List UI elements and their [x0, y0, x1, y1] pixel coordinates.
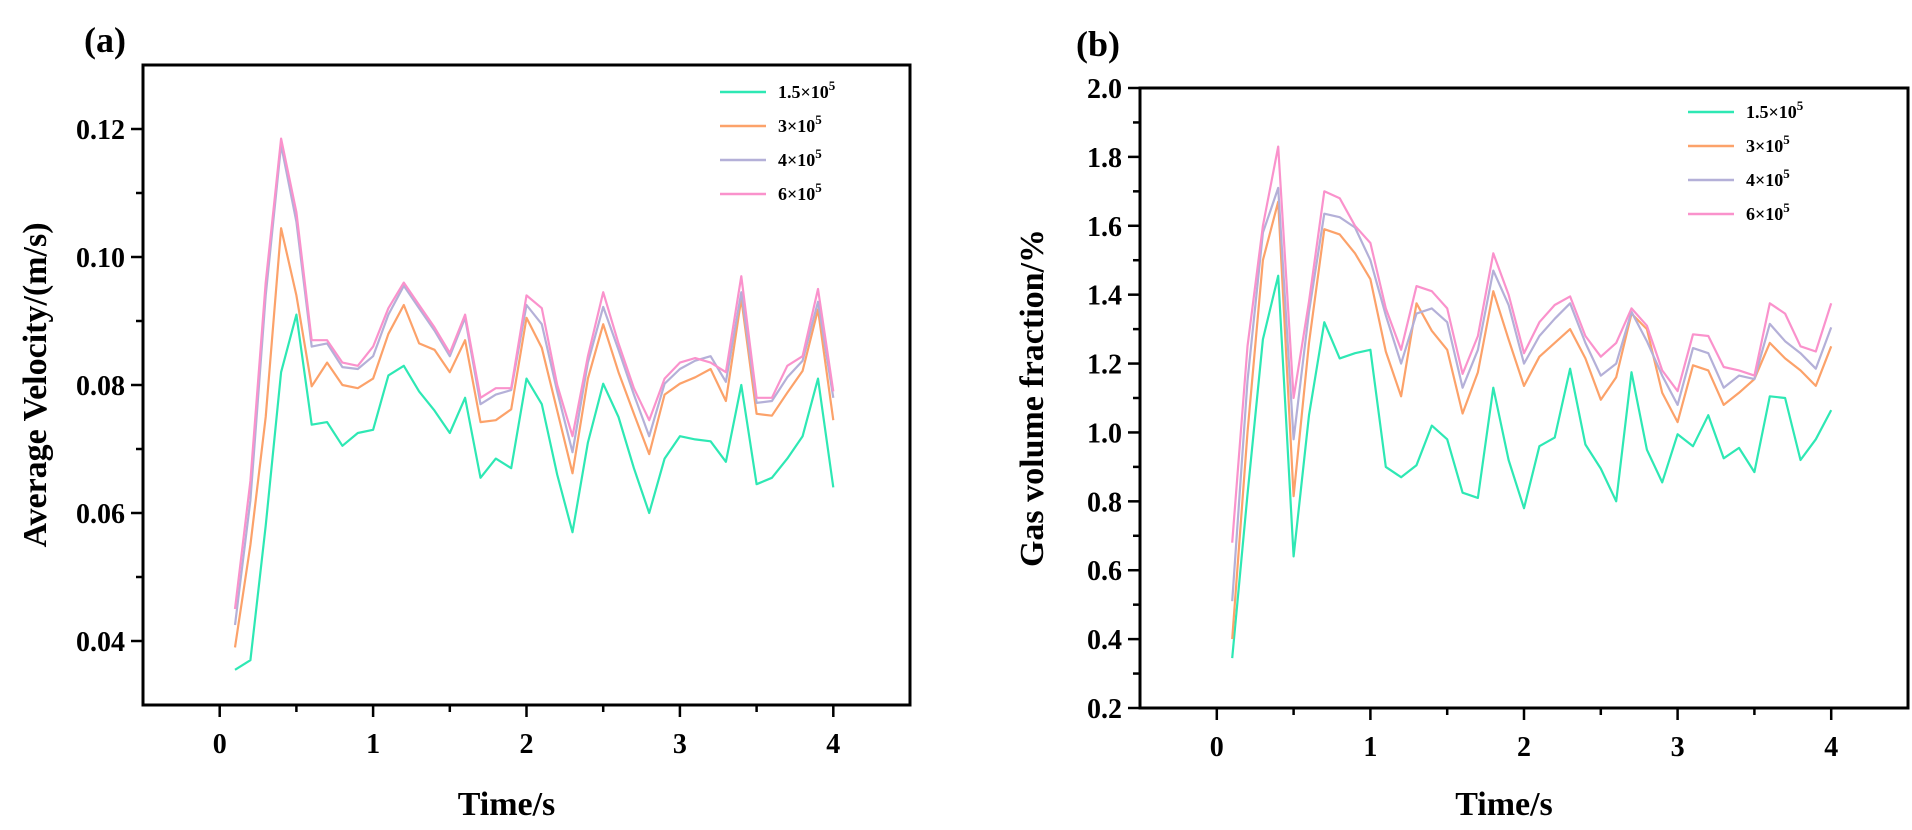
panel-a-y-tick-label: 0.06 — [76, 499, 125, 530]
panel-a-series-line-2 — [233, 227, 835, 648]
panel-a-x-tick-label: 1 — [366, 729, 380, 760]
panel-b-legend-entry: 1.5×105 — [1746, 98, 1804, 122]
panel-a-label: (a) — [84, 20, 126, 60]
panel-b-x-tick-label: 4 — [1824, 732, 1838, 763]
panel-b-x-tick-label: 0 — [1210, 732, 1224, 763]
panel-b-legend-entry: 4×105 — [1746, 166, 1790, 190]
panel-b-y-tick-label: 1.8 — [1087, 143, 1122, 174]
panel-b-plot-frame — [1138, 86, 1910, 710]
panel-a-x-tick-label: 2 — [520, 729, 534, 760]
panel-b-y-tick-label: 1.6 — [1087, 212, 1122, 243]
panel-b-y-tick-label: 1.4 — [1087, 281, 1122, 312]
panel-b-gas-fraction-chart: (b) 0 1 2 3 4 0.2 0.4 0.6 0.8 1.0 1.2 1.4 1.6 1.8 2.0 Ti… — [1014, 24, 1910, 823]
panel-a-x-tick-label: 4 — [826, 729, 840, 760]
panel-a-legend: 1.5×105 3×105 4×105 6×105 — [720, 78, 836, 204]
panel-a-y-tick-label: 0.08 — [76, 371, 125, 402]
panel-b-y-axis-title: Gas volume fraction/% — [1014, 229, 1051, 567]
panel-b-x-tick-label: 1 — [1363, 732, 1377, 763]
panel-b-series-line-2 — [1231, 200, 1833, 640]
panel-a-x-axis-title: Time/s — [458, 786, 556, 823]
panel-a-y-tick-label: 0.12 — [76, 115, 125, 146]
panel-b-legend-entry: 3×105 — [1746, 132, 1790, 156]
panel-a-legend-entry: 1.5×105 — [778, 78, 836, 102]
panel-b-series-line-1 — [1231, 274, 1833, 659]
panel-a-series-line-4 — [233, 137, 835, 610]
panel-b-x-tick-label: 3 — [1671, 732, 1685, 763]
panel-a-legend-entry: 3×105 — [778, 112, 822, 136]
panel-a-x-tick-label: 0 — [213, 729, 227, 760]
panel-b-y-tick-label: 0.8 — [1087, 487, 1122, 518]
panel-a-y-tick-label: 0.04 — [76, 627, 125, 658]
panel-b-series-line-3 — [1231, 186, 1833, 602]
panel-b-y-tick-label: 0.6 — [1087, 556, 1122, 587]
panel-b-legend: 1.5×105 3×105 4×105 6×105 — [1688, 98, 1804, 224]
panel-b-y-tick-label: 0.4 — [1087, 625, 1122, 656]
panel-b-y-tick-label: 0.2 — [1087, 694, 1122, 725]
panel-a-x-tick-label: 3 — [673, 729, 687, 760]
panel-b-legend-entry: 6×105 — [1746, 200, 1790, 224]
panel-b-label: (b) — [1076, 24, 1120, 64]
panel-a-y-axis-title: Average Velocity/(m/s) — [17, 222, 54, 547]
panel-b-y-tick-label: 1.0 — [1087, 418, 1122, 449]
panel-a-y-tick-label: 0.10 — [76, 243, 125, 274]
panel-b-x-axis-title: Time/s — [1455, 786, 1553, 823]
panel-b-y-tick-label: 2.0 — [1087, 74, 1122, 105]
panel-a-series-line-1 — [234, 313, 835, 671]
panel-b-series-line-4 — [1231, 145, 1833, 543]
panel-a-legend-entry: 4×105 — [778, 146, 822, 170]
panel-a-series-line-3 — [233, 143, 835, 626]
panel-a-velocity-chart: (a) 0 1 2 3 4 0.04 0.06 0.08 0.10 0.12 Time/s Averag… — [17, 20, 912, 823]
panel-b-y-tick-label: 1.2 — [1087, 350, 1122, 381]
panel-a-legend-entry: 6×105 — [778, 180, 822, 204]
panel-b-x-tick-label: 2 — [1517, 732, 1531, 763]
